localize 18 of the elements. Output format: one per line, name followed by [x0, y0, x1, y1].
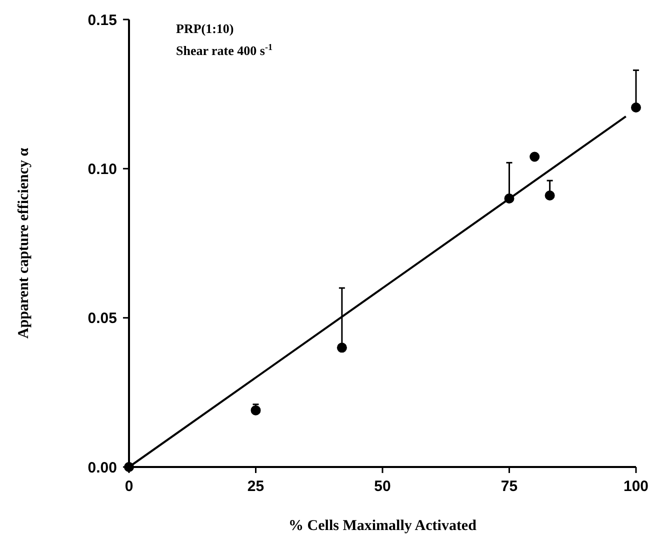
annotation: PRP(1:10) [176, 21, 234, 36]
annotation: Shear rate 400 s$^{-1}$ [176, 42, 273, 58]
x-tick-label: 100 [623, 478, 649, 495]
x-tick-label: 50 [374, 478, 391, 495]
point [250, 405, 261, 416]
y-tick-label: 0.00 [88, 459, 117, 476]
point [544, 190, 555, 201]
point [530, 152, 540, 162]
y-axis-title: Apparent capture efficiency α [16, 147, 32, 339]
x-axis-title: % Cells Maximally Activated [288, 518, 478, 534]
y-tick-label: 0.05 [88, 310, 117, 328]
point [336, 342, 347, 353]
x-tick-label: 0 [124, 478, 134, 495]
x-tick-label: 25 [247, 478, 264, 495]
y-tick-label: 0.10 [88, 160, 117, 178]
x-tick-label: 75 [500, 478, 518, 495]
y-tick-label: 0.15 [88, 12, 117, 29]
point [631, 102, 641, 113]
